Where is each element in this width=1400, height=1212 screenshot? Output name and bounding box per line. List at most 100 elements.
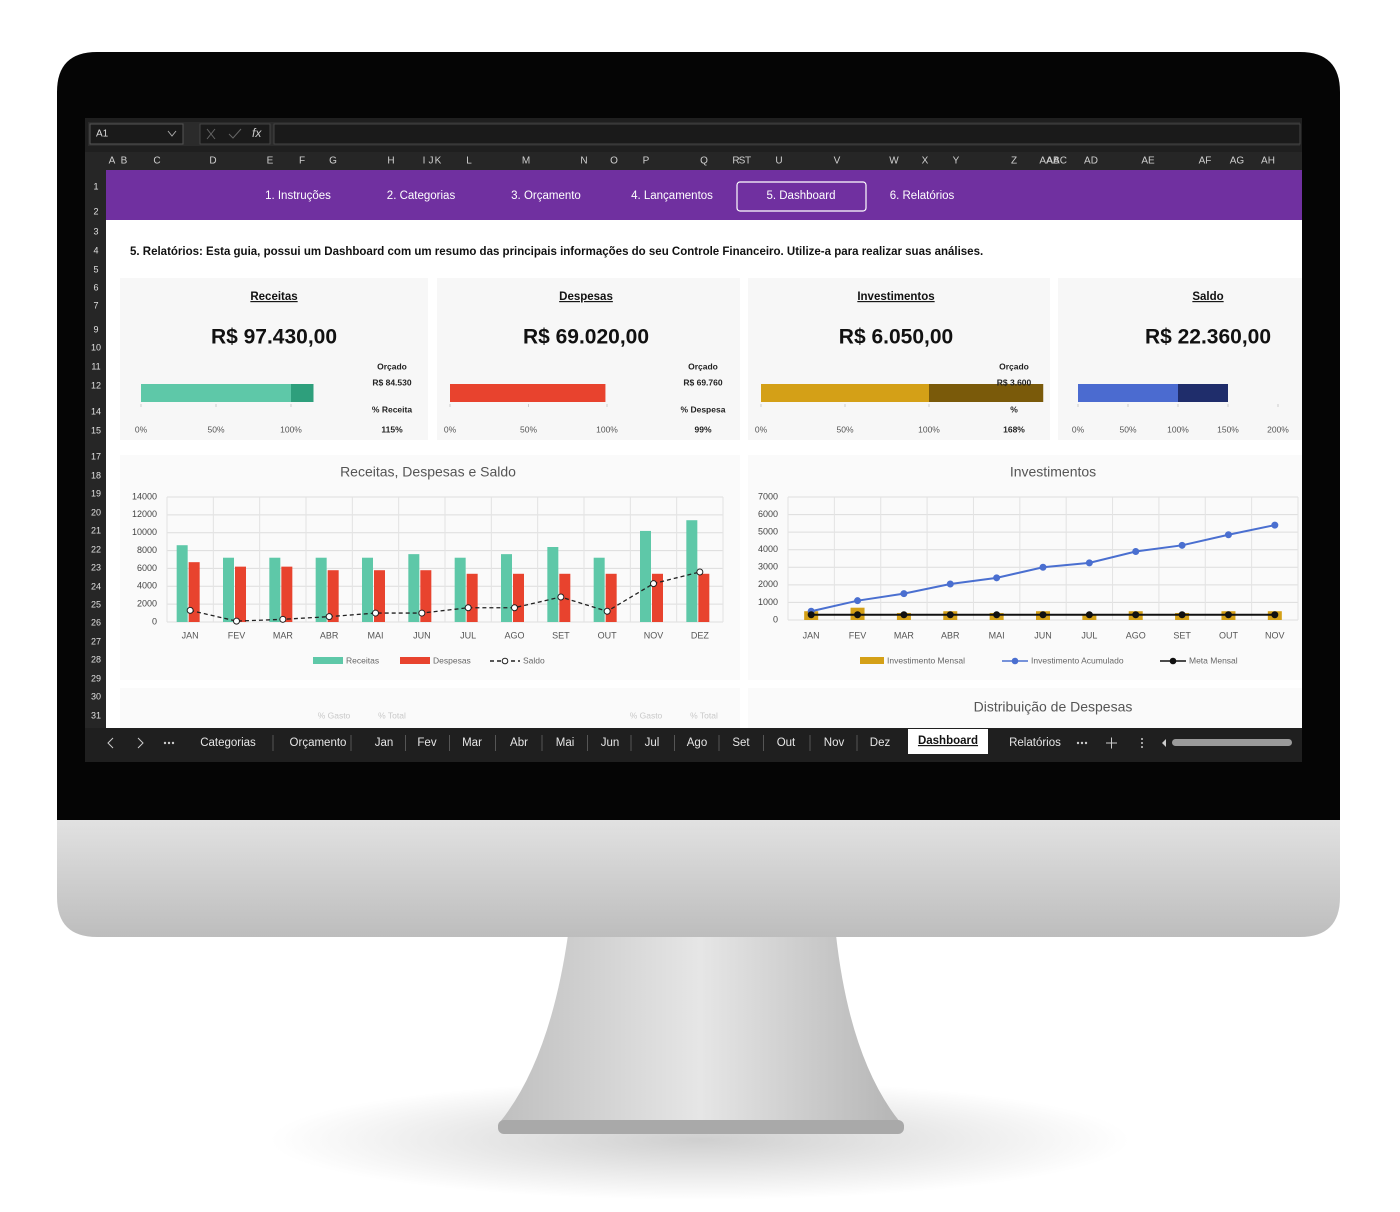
column-header: S: [739, 156, 746, 167]
sheet-tab[interactable]: Jan: [375, 737, 394, 749]
more-icon[interactable]: [1076, 741, 1088, 745]
sheet-tab[interactable]: Orçamento: [290, 737, 347, 749]
line-marker: [900, 590, 908, 598]
scroll-left[interactable]: [107, 737, 114, 749]
faded-label: % Total: [690, 710, 718, 720]
chart-panel: [748, 688, 1302, 728]
line-marker: [464, 604, 472, 612]
bar: [188, 562, 200, 622]
chart-title: Receitas, Despesas e Saldo: [340, 464, 516, 480]
kpi-bar-excess: [929, 384, 1044, 402]
legend-label: Receitas: [346, 655, 379, 665]
line-marker: [993, 574, 1001, 582]
line-marker: [1224, 611, 1232, 619]
options-icon[interactable]: [1141, 738, 1143, 748]
legend-label: Investimento Mensal: [887, 655, 965, 665]
bar: [362, 557, 373, 622]
x-tick-label: ABR: [941, 630, 960, 640]
bar: [281, 566, 293, 622]
cancel-icon[interactable]: [206, 128, 216, 140]
nav-tab[interactable]: 2. Categorias: [387, 190, 456, 202]
bar: [315, 557, 327, 622]
name-box[interactable]: [89, 123, 184, 145]
x-tick-label: FEV: [849, 630, 867, 640]
legend-label: Investimento Acumulado: [1031, 655, 1124, 665]
nav-tab[interactable]: 6. Relatórios: [890, 190, 955, 202]
x-tick-label: MAR: [273, 630, 294, 640]
nav-tab-active[interactable]: [736, 181, 867, 212]
sheet-tab[interactable]: Nov: [824, 737, 845, 749]
confirm-icon[interactable]: [228, 128, 242, 139]
sheet-tab[interactable]: Abr: [510, 737, 528, 749]
legend-swatch: [860, 657, 884, 664]
monitor-chin: [57, 818, 1340, 937]
sheet-tab[interactable]: Jul: [645, 737, 660, 749]
line-marker: [1039, 611, 1047, 619]
y-tick-label: 14000: [132, 491, 157, 501]
column-header: P: [643, 156, 650, 167]
more-icon[interactable]: [163, 741, 175, 745]
line-marker: [1085, 611, 1093, 619]
hscroll-thumb[interactable]: [1172, 739, 1292, 746]
kpi-tick-label: 0%: [444, 424, 457, 434]
nav-tab[interactable]: 3. Orçamento: [511, 190, 581, 202]
sheet-tab[interactable]: Out: [777, 737, 796, 749]
faded-label: % Gasto: [318, 710, 351, 720]
sheet-tab[interactable]: Fev: [417, 737, 436, 749]
add-sheet[interactable]: [1106, 737, 1117, 749]
column-header: AE: [1141, 156, 1155, 167]
y-tick-label: 8000: [137, 545, 157, 555]
column-header: Q: [700, 156, 708, 167]
column-header: A: [109, 156, 116, 167]
row-header: 4: [93, 245, 98, 255]
legend-swatch: [313, 657, 343, 664]
bar: [466, 573, 478, 622]
column-header: U: [775, 156, 782, 167]
sheet-tab[interactable]: Dashboard: [918, 735, 978, 747]
bar: [454, 557, 466, 622]
line-marker: [372, 609, 379, 617]
column-header: G: [329, 156, 337, 167]
bar: [223, 557, 234, 622]
sheet-tab[interactable]: Set: [732, 737, 750, 749]
line-marker: [603, 607, 611, 615]
row-header: 2: [93, 206, 98, 216]
budget-label: Orçado: [999, 361, 1029, 371]
sheet-tab[interactable]: Ago: [687, 737, 707, 749]
sheet-tab[interactable]: Categorias: [200, 737, 256, 749]
y-tick-label: 0: [152, 616, 157, 626]
dropdown-icon[interactable]: [167, 130, 177, 137]
percent-value: 168%: [1003, 424, 1025, 434]
column-header: W: [889, 156, 899, 167]
y-tick-label: 3000: [758, 562, 778, 572]
x-tick-label: MAI: [989, 630, 1005, 640]
line-marker: [854, 611, 862, 619]
row-header: 25: [91, 599, 101, 609]
sheet-tab-active[interactable]: [908, 729, 988, 754]
line-marker: [233, 617, 240, 625]
fx-icon: fx: [252, 126, 262, 140]
x-tick-label: FEV: [228, 630, 246, 640]
faded-label: % Total: [378, 710, 406, 720]
nav-tab[interactable]: 4. Lançamentos: [631, 190, 713, 202]
nav-tab[interactable]: 5. Dashboard: [766, 190, 835, 202]
row-header: 5: [93, 264, 98, 274]
nav-tab[interactable]: 1. Instruções: [265, 190, 331, 202]
sheet-tab[interactable]: Jun: [601, 737, 620, 749]
x-tick-label: NOV: [1265, 630, 1285, 640]
hscroll-arrow[interactable]: [1162, 739, 1166, 747]
bar: [593, 557, 605, 622]
sheet-tab[interactable]: Dez: [870, 737, 891, 749]
kpi-title: Saldo: [1192, 291, 1223, 303]
scroll-right[interactable]: [137, 737, 144, 749]
formula-bar[interactable]: [273, 123, 1301, 145]
x-tick-label: MAI: [367, 630, 383, 640]
sheet-tab[interactable]: Relatórios: [1009, 737, 1061, 749]
kpi-tick-label: 100%: [918, 424, 940, 434]
sheet-tab[interactable]: Mar: [462, 737, 482, 749]
line-marker: [993, 611, 1001, 619]
column-header: F: [299, 156, 305, 167]
sheet-tab[interactable]: Mai: [556, 737, 575, 749]
x-tick-label: SET: [1173, 630, 1191, 640]
kpi-bar-excess: [291, 384, 314, 402]
